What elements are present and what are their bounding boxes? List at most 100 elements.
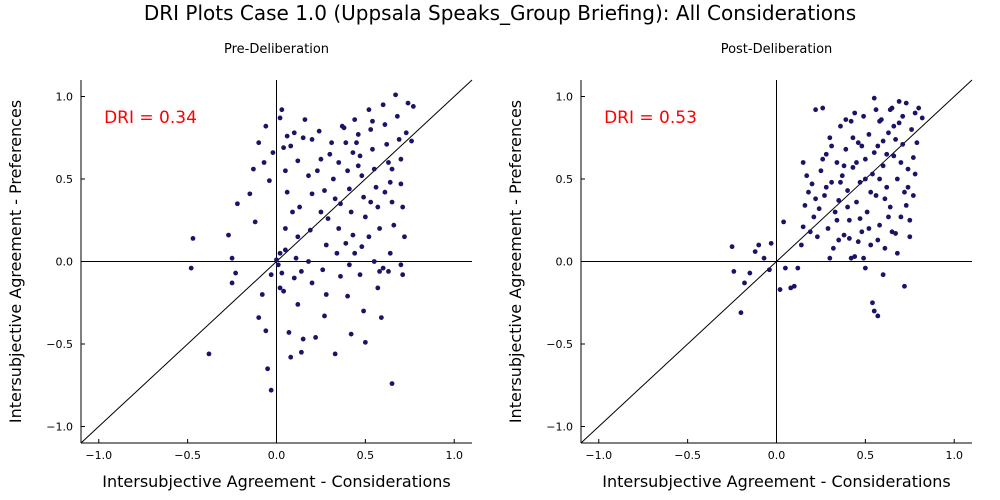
data-point xyxy=(738,310,744,316)
data-point xyxy=(891,153,897,159)
data-point xyxy=(861,255,866,261)
data-point xyxy=(877,176,882,182)
data-point xyxy=(403,130,409,136)
data-point xyxy=(298,269,304,274)
x-tick-label: −0.5 xyxy=(174,449,201,462)
data-point xyxy=(350,150,356,156)
data-point xyxy=(298,349,304,355)
x-tick-label: 0.0 xyxy=(768,449,786,462)
data-point xyxy=(841,163,847,169)
data-point xyxy=(811,214,817,220)
data-point xyxy=(295,234,301,240)
data-point xyxy=(843,146,849,152)
data-point xyxy=(747,270,753,276)
data-point xyxy=(297,204,303,210)
data-point xyxy=(871,95,877,101)
figure-title: DRI Plots Case 1.0 (Uppsala Speaks_Group… xyxy=(143,1,857,25)
data-point xyxy=(325,216,331,222)
data-point xyxy=(838,179,843,185)
data-point xyxy=(916,105,922,111)
data-point xyxy=(279,107,285,113)
data-point xyxy=(884,151,890,157)
data-point xyxy=(893,137,898,142)
data-point xyxy=(291,130,297,136)
data-point xyxy=(366,234,372,240)
data-point xyxy=(827,255,833,261)
data-point xyxy=(261,160,267,165)
data-point xyxy=(861,113,866,119)
data-point xyxy=(281,288,287,294)
dri-annotation: DRI = 0.53 xyxy=(604,108,697,128)
data-point xyxy=(338,273,343,279)
data-point xyxy=(309,191,315,197)
data-point xyxy=(318,156,324,162)
data-point xyxy=(306,259,311,264)
data-point xyxy=(329,140,334,146)
data-point xyxy=(332,351,338,357)
data-point xyxy=(386,269,391,274)
data-point xyxy=(288,143,294,149)
data-point xyxy=(394,113,400,119)
data-point xyxy=(373,184,379,190)
data-point xyxy=(781,219,787,225)
data-point xyxy=(866,226,872,231)
data-point xyxy=(820,105,826,111)
data-point xyxy=(389,381,395,386)
y-tick-label: −1.0 xyxy=(46,421,73,434)
data-point xyxy=(802,203,808,208)
data-point xyxy=(402,234,407,240)
data-point xyxy=(252,219,258,225)
data-point xyxy=(766,267,772,273)
data-point xyxy=(380,265,386,271)
data-point xyxy=(907,234,913,240)
data-point xyxy=(875,313,881,319)
data-point xyxy=(270,150,276,156)
data-point xyxy=(398,156,404,162)
data-point xyxy=(871,308,877,314)
data-point xyxy=(834,217,840,223)
data-point xyxy=(400,204,406,210)
data-point xyxy=(823,151,829,157)
data-point xyxy=(282,168,288,174)
data-point xyxy=(300,336,306,342)
data-point xyxy=(834,160,840,165)
data-point xyxy=(807,229,813,235)
data-point xyxy=(206,351,212,357)
data-point xyxy=(823,184,829,190)
data-point xyxy=(279,270,285,276)
data-point xyxy=(839,173,845,179)
data-point xyxy=(866,132,872,137)
data-point xyxy=(323,242,329,248)
data-point xyxy=(795,265,801,271)
data-point xyxy=(284,189,290,195)
data-point xyxy=(871,150,877,156)
data-point xyxy=(359,244,365,250)
data-point xyxy=(345,293,350,299)
data-point xyxy=(886,130,891,136)
data-point xyxy=(355,163,361,169)
data-point xyxy=(768,240,774,246)
data-point xyxy=(336,160,342,165)
data-point xyxy=(894,176,900,182)
data-point xyxy=(887,204,893,210)
data-point xyxy=(902,283,907,289)
data-point xyxy=(375,285,381,291)
x-tick-label: −0.5 xyxy=(674,449,701,462)
data-point xyxy=(919,115,925,121)
data-point xyxy=(387,250,393,256)
x-axis-label: Intersubjective Agreement - Consideratio… xyxy=(102,472,450,491)
data-point xyxy=(832,209,838,215)
y-tick-label: −1.0 xyxy=(546,421,573,434)
data-point xyxy=(354,140,359,146)
data-point xyxy=(409,138,414,144)
data-point xyxy=(827,135,833,141)
data-point xyxy=(371,259,377,264)
data-point xyxy=(398,181,404,187)
data-point xyxy=(845,188,850,193)
data-point xyxy=(263,328,269,334)
data-point xyxy=(361,308,366,314)
data-point xyxy=(870,300,875,306)
x-axis-label: Intersubjective Agreement - Consideratio… xyxy=(602,472,950,491)
data-point xyxy=(909,127,914,132)
data-point xyxy=(338,201,343,207)
